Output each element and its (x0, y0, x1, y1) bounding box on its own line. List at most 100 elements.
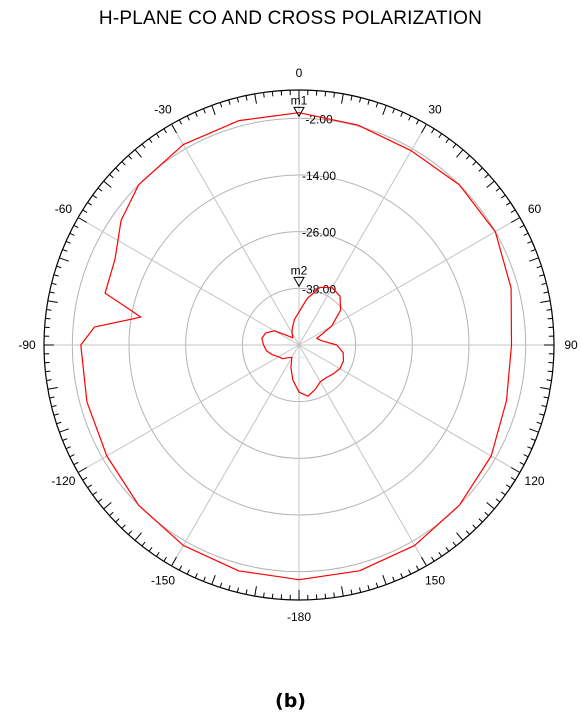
tick-72 (536, 265, 542, 269)
tick-278 (46, 309, 52, 311)
tick-136 (472, 524, 477, 529)
tick-164 (367, 585, 370, 591)
tick-276 (45, 317, 51, 320)
tick-34 (438, 133, 443, 139)
tick-158 (392, 576, 395, 582)
tick-210 (171, 556, 177, 567)
tick-342 (219, 102, 223, 108)
tick-60 (510, 217, 521, 223)
spoke-60 (298, 217, 521, 346)
tick-114 (527, 446, 533, 450)
tick-150 (421, 556, 427, 567)
marker-m1-triangle (293, 106, 305, 118)
marker-m2-triangle (293, 276, 305, 288)
tick-296 (69, 232, 75, 236)
tick-152 (415, 565, 420, 571)
ring-label: -26.00 (302, 226, 336, 240)
spoke-330 (171, 123, 300, 346)
tick-172 (333, 592, 335, 598)
tick-20 (382, 105, 387, 115)
tick-8 (333, 92, 335, 98)
tick-16 (367, 99, 370, 105)
ring-labels: -2.00-14.00-26.00-38.00 (302, 112, 336, 296)
tick-256 (51, 404, 57, 408)
tick-144 (445, 546, 450, 552)
tick-302 (82, 209, 88, 213)
tick-108 (536, 421, 542, 425)
tick-226 (115, 518, 120, 523)
tick-32 (431, 128, 435, 134)
spoke-30 (298, 123, 427, 346)
tick-224 (121, 524, 126, 529)
tick-312 (109, 174, 114, 179)
tick-350 (254, 93, 257, 104)
tick-254 (53, 413, 59, 416)
tick-238 (82, 477, 88, 481)
angle-label: 120 (525, 474, 545, 488)
tick-46 (478, 167, 483, 172)
tick-40 (456, 149, 464, 158)
tick-246 (65, 446, 71, 450)
tick-194 (236, 587, 240, 593)
tick-62 (519, 224, 525, 229)
spoke-210 (171, 344, 300, 567)
tick-24 (400, 111, 404, 117)
tick-174 (324, 593, 327, 599)
tick-142 (452, 541, 457, 547)
tick-322 (141, 143, 146, 149)
tick-44 (472, 161, 477, 166)
tick-334 (186, 115, 190, 121)
angle-label: -60 (55, 202, 73, 216)
angle-label: -30 (154, 102, 172, 116)
tick-42 (465, 155, 470, 160)
tick-354 (271, 91, 274, 97)
tick-96 (547, 370, 553, 373)
tick-326 (155, 133, 160, 139)
tick-260 (47, 387, 58, 390)
angle-label: -120 (51, 474, 75, 488)
tick-118 (519, 461, 525, 466)
tick-220 (134, 532, 142, 541)
tick-162 (375, 582, 379, 588)
tick-186 (271, 593, 274, 599)
tick-198 (219, 582, 223, 588)
tick-134 (478, 518, 483, 523)
tick-204 (194, 573, 198, 579)
angle-label: -90 (18, 338, 36, 352)
markers: m1 m2 (291, 93, 308, 288)
tick-216 (148, 546, 153, 552)
tick-74 (539, 274, 545, 277)
tick-122 (510, 477, 516, 481)
tick-70 (529, 257, 539, 262)
tick-252 (56, 421, 62, 425)
tick-262 (46, 379, 52, 381)
tick-190 (254, 586, 257, 597)
angle-label: 60 (528, 202, 542, 216)
angle-label: 90 (564, 338, 578, 352)
tick-344 (228, 99, 231, 105)
tick-166 (358, 587, 362, 593)
tick-304 (87, 201, 93, 206)
tick-230 (103, 502, 112, 510)
spoke-120 (298, 344, 521, 473)
tick-294 (65, 240, 71, 244)
tick-196 (228, 585, 231, 591)
figure-caption: (b) (275, 690, 306, 712)
series-layer (80, 112, 513, 581)
tick-348 (245, 95, 248, 101)
tick-202 (203, 576, 206, 582)
tick-50 (486, 180, 495, 188)
tick-138 (465, 530, 470, 535)
tick-188 (263, 592, 265, 598)
tick-128 (495, 498, 501, 503)
tick-240 (77, 467, 88, 473)
tick-228 (109, 511, 114, 516)
tick-110 (529, 428, 539, 433)
tick-38 (452, 143, 457, 149)
tick-212 (163, 556, 167, 562)
series-1-curve (261, 286, 344, 397)
tick-64 (523, 232, 529, 236)
tick-54 (500, 194, 506, 199)
tick-192 (245, 589, 248, 595)
